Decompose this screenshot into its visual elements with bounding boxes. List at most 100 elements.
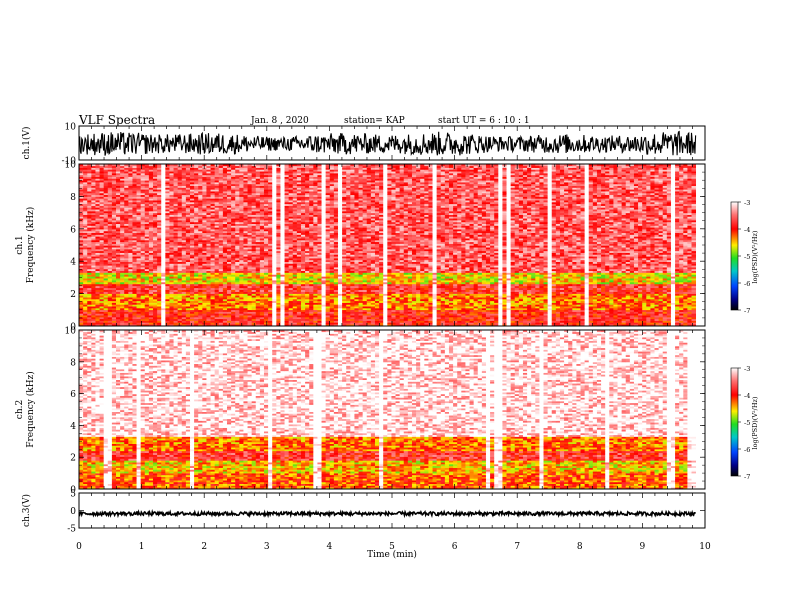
- psd-cell: [630, 308, 635, 310]
- psd-cell: [161, 312, 166, 314]
- psd-cell: [243, 295, 248, 297]
- psd-cell: [354, 301, 359, 303]
- psd-cell: [178, 315, 183, 317]
- psd-cell: [461, 284, 466, 286]
- psd-cell: [408, 317, 413, 319]
- psd-cell: [507, 306, 512, 308]
- psd-cell: [359, 312, 364, 314]
- psd-cell: [313, 286, 318, 288]
- psd-cell: [100, 299, 105, 301]
- psd-cell: [642, 313, 647, 315]
- psd-cell: [618, 294, 623, 296]
- psd-cell: [465, 313, 470, 315]
- psd-cell: [104, 310, 109, 312]
- psd-cell: [581, 297, 586, 299]
- psd-cell: [461, 299, 466, 301]
- psd-cell: [264, 284, 269, 286]
- psd-cell: [445, 312, 450, 314]
- psd-cell: [83, 319, 88, 321]
- psd-cell: [412, 317, 417, 319]
- psd-cell: [576, 299, 581, 301]
- psd-cell: [646, 282, 651, 284]
- psd-cell: [338, 284, 343, 286]
- psd-cell: [556, 292, 561, 294]
- psd-cell: [363, 294, 368, 296]
- psd-cell: [679, 282, 684, 284]
- psd-cell: [659, 312, 664, 314]
- psd-cell: [687, 299, 692, 301]
- psd-cell: [260, 295, 265, 297]
- psd-cell: [396, 304, 401, 306]
- psd-cell: [523, 290, 528, 292]
- psd-cell: [128, 312, 133, 314]
- psd-cell: [285, 312, 290, 314]
- psd-cell: [408, 306, 413, 308]
- psd-cell: [305, 295, 310, 297]
- psd-cell: [116, 292, 121, 294]
- psd-cell: [585, 304, 590, 306]
- psd-cell: [655, 299, 660, 301]
- psd-cell: [667, 303, 672, 305]
- psd-cell: [544, 322, 549, 324]
- psd-cell: [515, 308, 520, 310]
- spectrogram-1: [79, 164, 696, 326]
- psd-cell: [433, 303, 438, 305]
- psd-cell: [646, 322, 651, 324]
- psd-cell: [634, 308, 639, 310]
- psd-cell: [223, 294, 228, 296]
- psd-cell: [650, 288, 655, 290]
- psd-cell: [186, 313, 191, 315]
- psd-cell: [120, 304, 125, 306]
- psd-cell: [428, 310, 433, 312]
- psd-cell: [235, 299, 240, 301]
- psd-cell: [482, 282, 487, 284]
- psd-cell: [478, 282, 483, 284]
- psd-cell: [638, 290, 643, 292]
- psd-cell: [679, 297, 684, 299]
- psd-cell: [445, 313, 450, 315]
- psd-cell: [613, 290, 618, 292]
- psd-cell: [383, 294, 388, 296]
- psd-cell: [609, 304, 614, 306]
- psd-cell: [564, 304, 569, 306]
- psd-cell: [502, 312, 507, 314]
- psd-cell: [663, 317, 668, 319]
- psd-cell: [585, 321, 590, 323]
- psd-cell: [383, 299, 388, 301]
- psd-cell: [523, 304, 528, 306]
- psd-cell: [535, 284, 540, 286]
- psd-cell: [507, 288, 512, 290]
- psd-cell: [375, 306, 380, 308]
- psd-cell: [260, 288, 265, 290]
- psd-cell: [157, 306, 162, 308]
- psd-cell: [239, 303, 244, 305]
- psd-cell: [95, 315, 100, 317]
- psd-cell: [531, 319, 536, 321]
- psd-cell: [396, 306, 401, 308]
- psd-cell: [609, 306, 614, 308]
- psd-cell: [289, 312, 294, 314]
- psd-cell: [215, 286, 220, 288]
- psd-cell: [215, 288, 220, 290]
- psd-cell: [359, 306, 364, 308]
- psd-cell: [679, 303, 684, 305]
- psd-cell: [137, 306, 142, 308]
- psd-cell: [264, 303, 269, 305]
- psd-cell: [132, 319, 137, 321]
- psd-cell: [478, 313, 483, 315]
- psd-cell: [289, 303, 294, 305]
- psd-cell: [215, 321, 220, 323]
- psd-cell: [285, 299, 290, 301]
- psd-cell: [531, 290, 536, 292]
- psd-cell: [523, 317, 528, 319]
- psd-cell: [593, 317, 598, 319]
- psd-cell: [391, 295, 396, 297]
- psd-cell: [630, 317, 635, 319]
- psd-cell: [634, 294, 639, 296]
- psd-cell: [650, 321, 655, 323]
- psd-cell: [527, 306, 532, 308]
- psd-cell: [601, 292, 606, 294]
- psd-cell: [268, 282, 273, 284]
- psd-cell: [79, 321, 84, 323]
- psd-cell: [490, 303, 495, 305]
